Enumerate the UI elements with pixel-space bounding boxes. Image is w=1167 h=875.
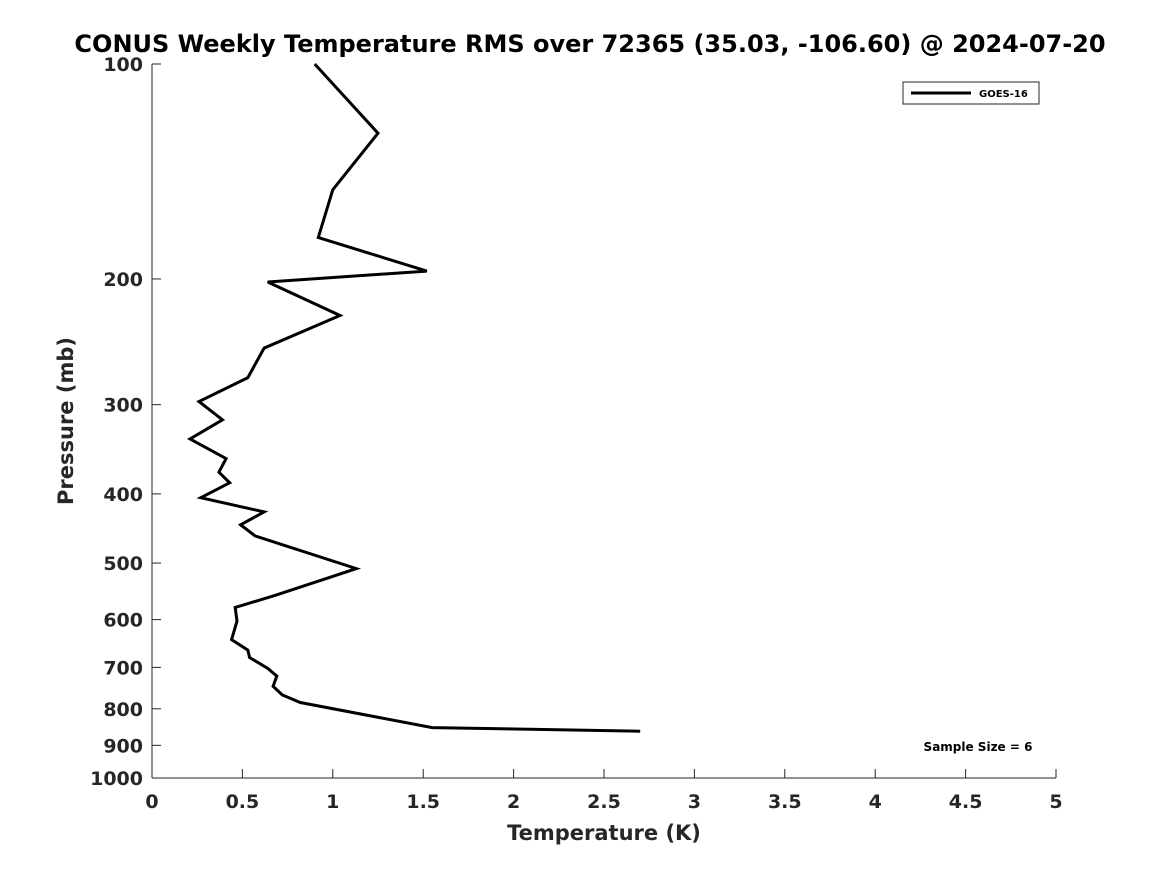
y-tick-label: 300	[103, 395, 143, 417]
y-axis-label: Pressure (mb)	[54, 337, 78, 505]
x-tick-label: 0.5	[226, 791, 260, 813]
y-tick-label: 100	[103, 54, 143, 76]
y-tick-label: 800	[103, 699, 143, 721]
series-line	[186, 62, 641, 733]
sample-size-note: Sample Size = 6	[924, 740, 1033, 754]
legend-label: GOES-16	[979, 89, 1028, 100]
y-tick-label: 1000	[90, 768, 143, 790]
plot-area	[152, 64, 1056, 778]
y-tick-label: 400	[103, 484, 143, 506]
y-tick-label: 700	[103, 657, 143, 679]
x-tick-label: 1.5	[406, 791, 440, 813]
x-tick-label: 0	[145, 791, 158, 813]
x-tick-label: 2.5	[587, 791, 621, 813]
x-ticks: 0 0.5 1 1.5 2 2.5 3 3.5 4 4.5 5	[145, 769, 1063, 813]
y-tick-label: 600	[103, 610, 143, 632]
x-axis-label: Temperature (K)	[507, 821, 701, 845]
x-tick-label: 2	[507, 791, 520, 813]
chart-title: CONUS Weekly Temperature RMS over 72365 …	[74, 30, 1105, 58]
y-tick-label: 200	[103, 269, 143, 291]
x-tick-label: 3	[688, 791, 701, 813]
x-tick-label: 4.5	[949, 791, 983, 813]
x-tick-label: 4	[869, 791, 882, 813]
x-tick-label: 3.5	[768, 791, 802, 813]
y-tick-label: 500	[103, 553, 143, 575]
y-ticks: 100 200 300 400 500 600 700 800 900 1000	[90, 54, 161, 790]
x-tick-label: 5	[1049, 791, 1062, 813]
x-tick-label: 1	[326, 791, 339, 813]
series-layer	[186, 62, 641, 733]
y-tick-label: 900	[103, 735, 143, 757]
legend: GOES-16	[902, 81, 1040, 105]
